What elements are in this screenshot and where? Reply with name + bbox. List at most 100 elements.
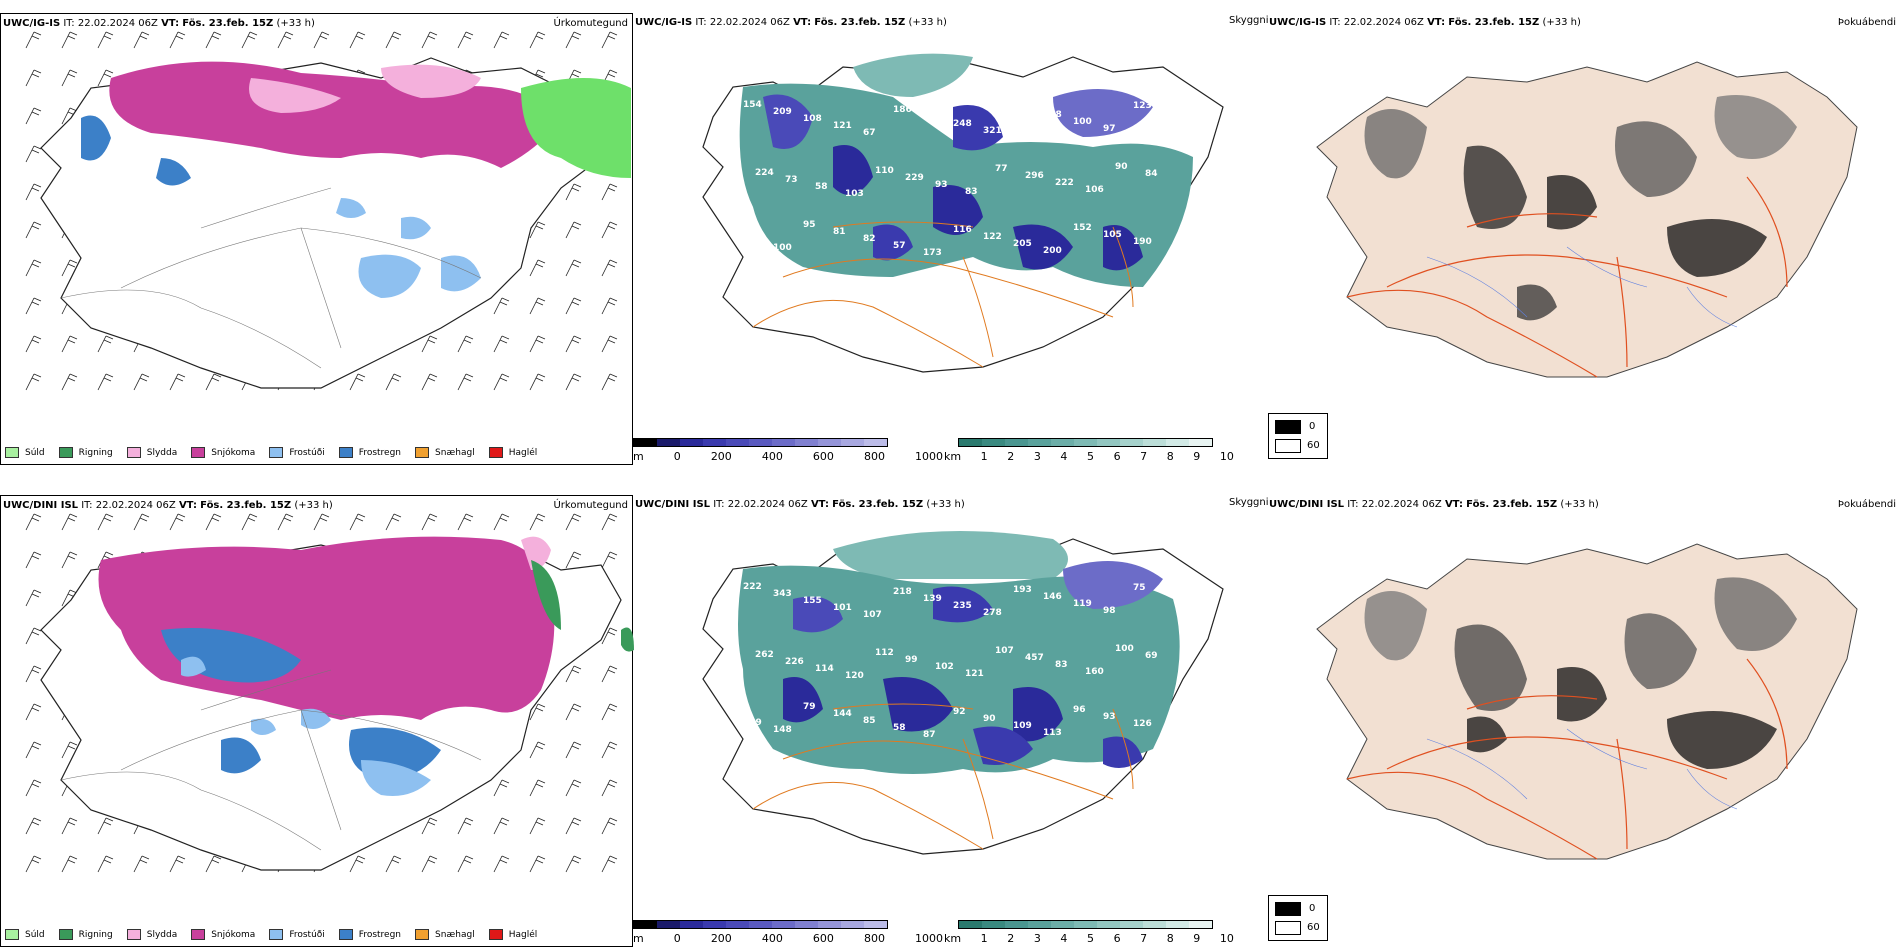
legend-swatch	[1275, 902, 1301, 916]
visibility-value-label: 79	[803, 702, 816, 712]
colorbar-segment	[1074, 439, 1097, 446]
colorbar-segment	[1074, 921, 1097, 928]
colorbar-segment	[749, 921, 772, 928]
visibility-value-label: 109	[1013, 721, 1032, 731]
visibility-value-label: 129	[743, 718, 762, 728]
legend-swatch	[488, 929, 503, 940]
road-network	[60, 669, 482, 851]
legend-item: Frostúði	[269, 447, 325, 458]
wind-barb	[457, 513, 474, 531]
visibility-value-labels: 154 209 108 121 67 186 239 248 321 278 128 100 97 123…	[743, 100, 1158, 258]
visibility-value-label: 83	[1055, 660, 1068, 670]
visibility-value-label: 110	[875, 166, 894, 176]
visibility-value-label: 200	[1043, 246, 1062, 256]
wind-barb	[601, 665, 618, 683]
legend-item: Frostregn	[338, 447, 401, 458]
wind-barb	[25, 31, 42, 49]
visibility-value-label: 190	[1133, 237, 1152, 247]
wind-barb	[349, 373, 366, 391]
wind-barb	[565, 335, 582, 353]
cloud-map	[1316, 543, 1858, 860]
visibility-value-label: 105	[1103, 230, 1122, 240]
visibility-value-label: 82	[863, 234, 876, 244]
precip-type-panel-top: UWC/IG-IS IT: 22.02.2024 06Z VT: Fös. 23…	[0, 13, 633, 465]
visibility-value-label: 108	[803, 114, 822, 124]
wind-barb	[601, 183, 618, 201]
wind-barb	[601, 817, 618, 835]
cloud-panel-bottom: UWC/DINI ISL IT: 22.02.2024 06Z VT: Fös.…	[1267, 495, 1900, 947]
visibility-value-label: 155	[803, 596, 822, 606]
visibility-value-label: 112	[875, 648, 894, 658]
legend-item: Haglél	[488, 447, 537, 458]
wind-barb	[25, 703, 42, 721]
wind-barb	[25, 259, 42, 277]
legend-swatch	[5, 447, 19, 458]
wind-barb	[565, 817, 582, 835]
wind-barb	[385, 855, 402, 873]
wind-barb	[565, 183, 582, 201]
wind-barb	[385, 513, 402, 531]
precip-type-panel-bottom: UWC/DINI ISL IT: 22.02.2024 06Z VT: Fös.…	[0, 495, 634, 947]
legend-item: Rigning	[58, 447, 113, 458]
panel-header: UWC/IG-IS IT: 22.02.2024 06Z VT: Fös. 23…	[635, 17, 947, 28]
wind-barb	[493, 817, 510, 835]
visibility-value-label: 122	[983, 232, 1002, 242]
wind-barb	[601, 259, 618, 277]
visibility-value-label: 321	[983, 126, 1002, 136]
visibility-value-label: 262	[755, 650, 774, 660]
visibility-value-label: 93	[935, 180, 948, 190]
visibility-map: 222 343 155 101 107 218 139 235 278 193 146 119 98 75…	[702, 531, 1224, 855]
legend-swatch	[191, 929, 206, 940]
wind-barb	[169, 31, 186, 49]
visibility-value-label: 103	[845, 189, 864, 199]
visibility-value-label: 296	[1025, 171, 1044, 181]
wind-barb	[61, 259, 78, 277]
colorbar-ticks: km 1 2 3 4 5 6 7 8 9 10	[944, 932, 1234, 945]
wind-barb	[313, 513, 330, 531]
wind-barb	[601, 513, 618, 531]
wind-barb	[25, 221, 42, 239]
wind-barb	[421, 373, 438, 391]
wind-barb	[421, 31, 438, 49]
wind-barb	[25, 779, 42, 797]
visibility-value-label: 84	[1145, 169, 1158, 179]
visibility-value-label: 116	[953, 225, 972, 235]
colorbar-segment	[772, 439, 795, 446]
visibility-colorbar-m: m 0 200 400 600 800 1000	[633, 920, 943, 945]
panel-title: Úrkomutegund	[553, 18, 628, 29]
visibility-value-label: 114	[815, 664, 834, 674]
visibility-value-label: 146	[1043, 592, 1062, 602]
wind-barb	[25, 183, 42, 201]
wind-barb	[529, 335, 546, 353]
visibility-value-label: 154	[743, 100, 762, 110]
wind-barb	[601, 551, 618, 569]
precip-fields	[98, 536, 634, 796]
colorbar-segment	[1005, 439, 1028, 446]
precip-fields	[81, 61, 631, 298]
colorbar-segment	[841, 439, 864, 446]
wind-barb	[601, 855, 618, 873]
legend-swatch	[1275, 921, 1301, 935]
wind-barb	[529, 741, 546, 759]
colorbar-segment	[703, 439, 726, 446]
visibility-value-label: 73	[785, 175, 798, 185]
wind-barb	[61, 335, 78, 353]
visibility-value-label: 160	[1085, 667, 1104, 677]
panel-header: UWC/DINI ISL IT: 22.02.2024 06Z VT: Fös.…	[635, 499, 965, 510]
visibility-value-label: 123	[1133, 101, 1152, 111]
colorbar-segment	[1143, 439, 1166, 446]
wind-barb	[25, 817, 42, 835]
colorbar-segment	[818, 439, 841, 446]
colorbar-segment	[680, 921, 703, 928]
wind-barb	[493, 779, 510, 797]
visibility-value-label: 126	[1133, 719, 1152, 729]
visibility-value-label: 96	[1073, 705, 1086, 715]
visibility-value-label: 100	[1115, 644, 1134, 654]
visibility-colorbar-km: km 1 2 3 4 5 6 7 8 9 10	[944, 920, 1234, 945]
colorbar-boxes	[958, 438, 1213, 447]
wind-barb	[565, 31, 582, 49]
wind-barb	[349, 855, 366, 873]
colorbar-segment	[726, 439, 749, 446]
wind-barb	[565, 703, 582, 721]
legend-swatch	[338, 447, 353, 458]
